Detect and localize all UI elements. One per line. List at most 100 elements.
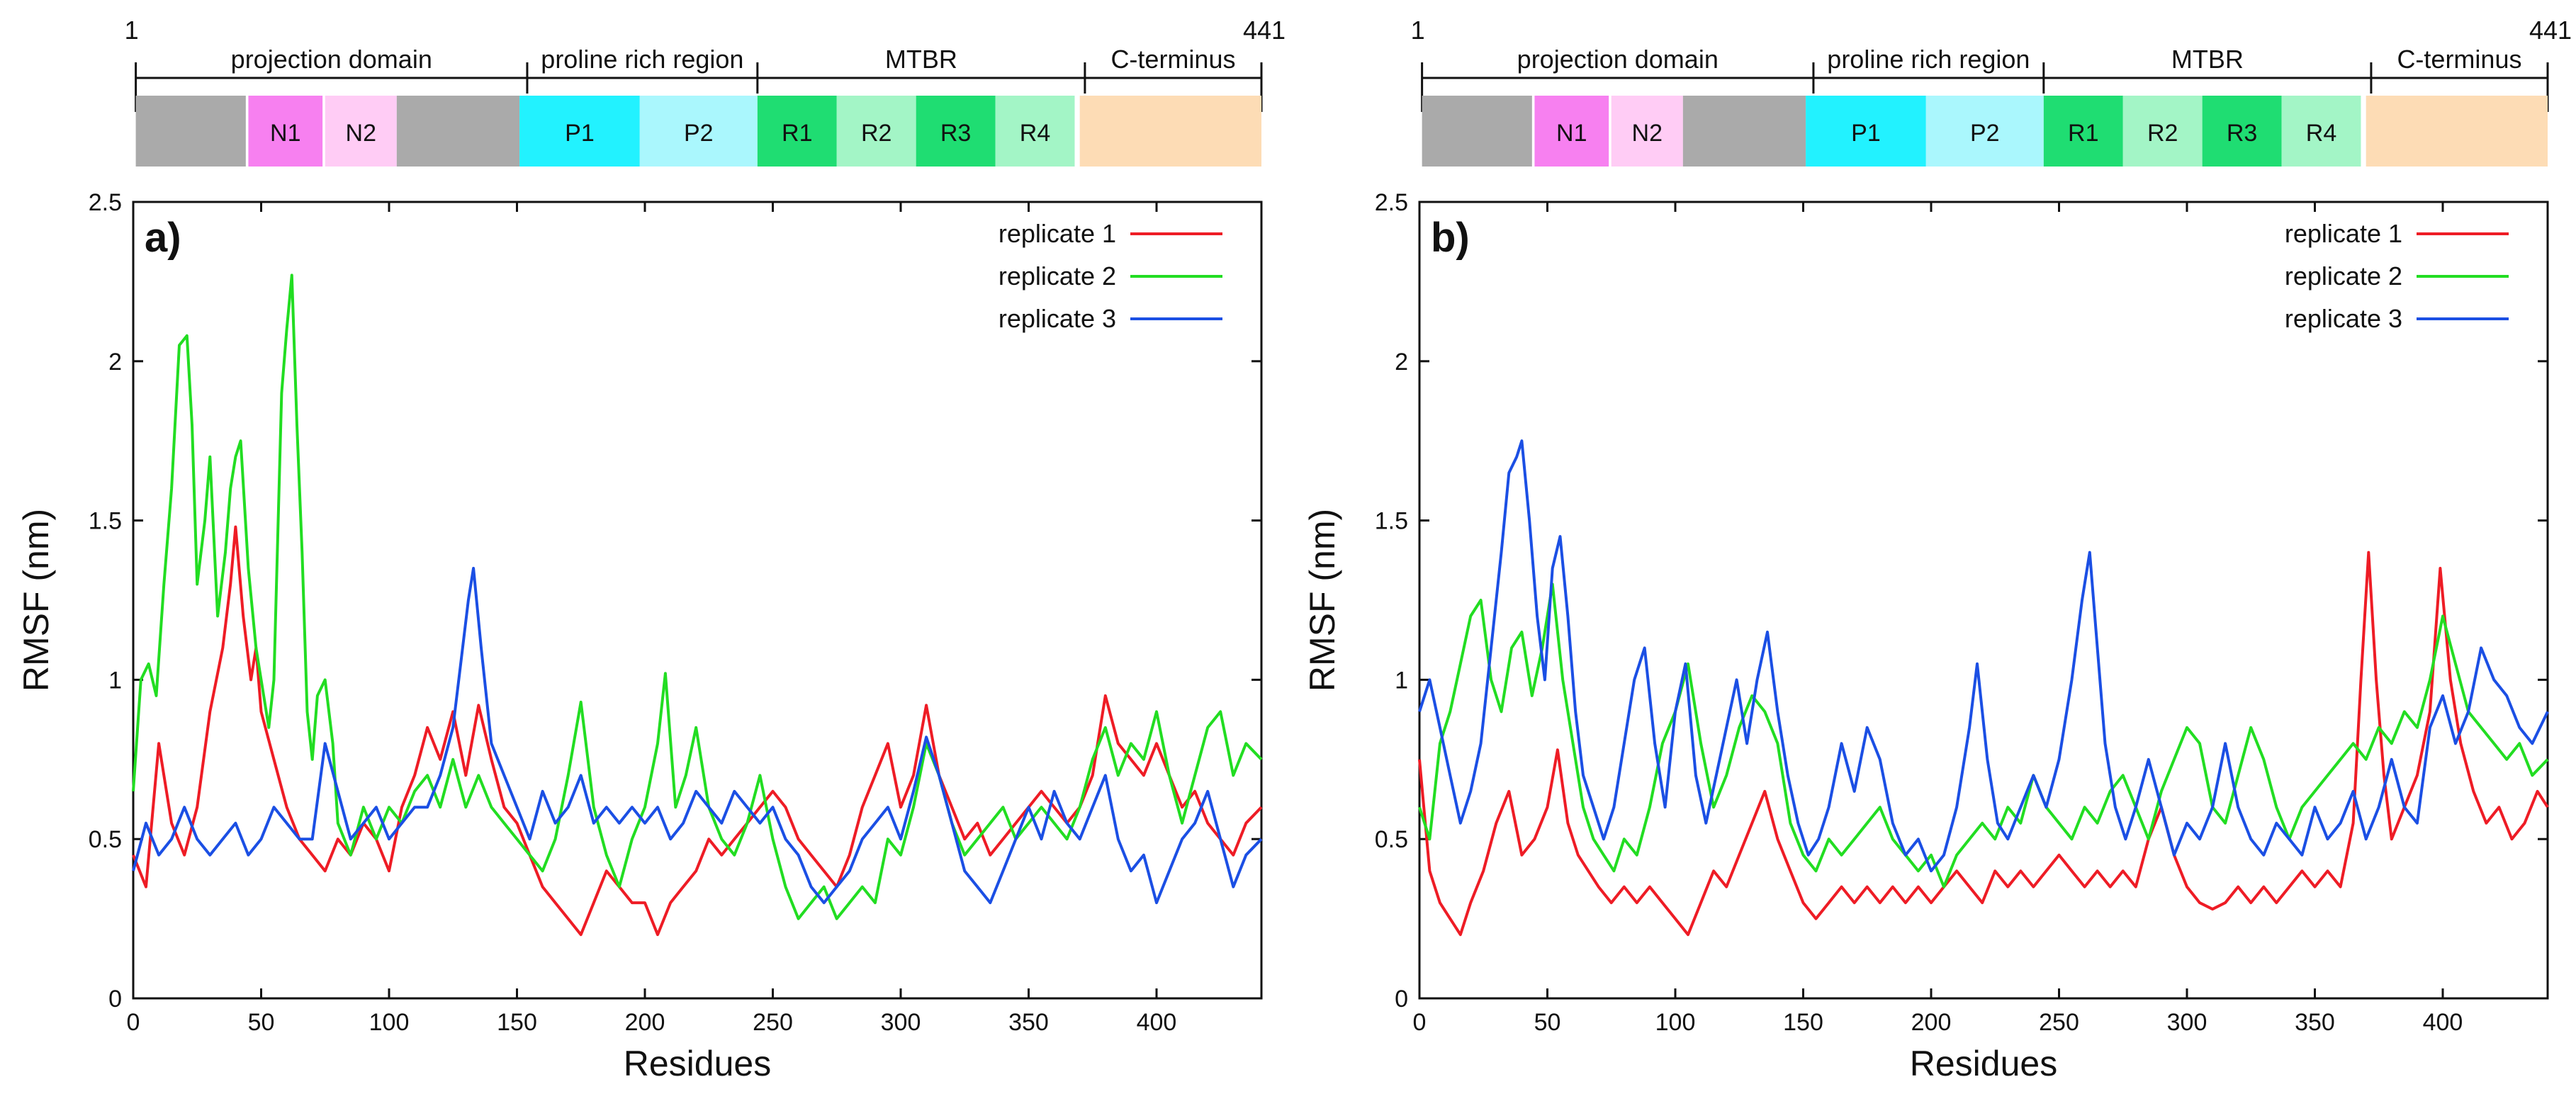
x-tick-label: 300 — [881, 1009, 921, 1036]
series-line-replicate-1 — [1418, 551, 2549, 937]
domain-segment — [2043, 96, 2123, 167]
x-tick-label: 0 — [1413, 1009, 1427, 1036]
domain-segment — [519, 96, 640, 167]
x-tick-label: 100 — [369, 1009, 410, 1036]
y-tick-label: 1 — [108, 667, 122, 694]
legend: replicate 1 replicate 2 replicate 3 — [2285, 219, 2509, 333]
domain-segment-label: P2 — [684, 120, 714, 147]
y-tick-label: 1 — [1395, 667, 1408, 694]
domain-start-label: 1 — [1411, 16, 1425, 45]
y-axis-title: RMSF (nm) — [1303, 509, 1342, 692]
y-tick-label: 1.5 — [89, 508, 122, 535]
plot-frame — [132, 201, 1263, 1000]
domain-segment-label: R2 — [2147, 120, 2178, 147]
legend-label: replicate 3 — [999, 304, 1116, 333]
panel-label: a) — [145, 215, 181, 261]
x-tick-label: 400 — [2423, 1009, 2463, 1036]
x-tick-label: 300 — [2167, 1009, 2207, 1036]
domain-segment — [2122, 96, 2203, 167]
domain-region-label: proline rich region — [1827, 45, 2030, 74]
panel-a: 1 441 projection domain proline rich region… — [16, 16, 1286, 1083]
domain-region-label: MTBR — [885, 45, 957, 74]
y-tick-label: 0.5 — [89, 826, 122, 853]
x-tick-label: 50 — [248, 1009, 275, 1036]
x-axis-title: Residues — [624, 1044, 771, 1083]
domain-segment-label: N1 — [1556, 120, 1587, 147]
y-tick-label: 0 — [108, 986, 122, 1013]
x-tick-label: 250 — [753, 1009, 793, 1036]
x-tick-label: 150 — [1783, 1009, 1823, 1036]
domain-segment — [2202, 96, 2282, 167]
x-tick-label: 200 — [625, 1009, 665, 1036]
domain-segment — [396, 96, 520, 167]
domain-segment — [1534, 96, 1609, 167]
domain-segment — [1079, 96, 1261, 167]
domain-segment-label: N2 — [346, 120, 376, 147]
y-tick-label: 2 — [1395, 349, 1408, 376]
y-tick-label: 0 — [1395, 986, 1408, 1013]
legend-label: replicate 2 — [2285, 261, 2402, 291]
domain-segment-label: R2 — [861, 120, 892, 147]
domain-segment-label: P1 — [1851, 120, 1881, 147]
domain-segment-label: R3 — [2227, 120, 2257, 147]
domain-segment — [248, 96, 323, 167]
x-tick-label: 100 — [1655, 1009, 1696, 1036]
domain-segment-label: R4 — [2306, 120, 2336, 147]
domain-segment — [916, 96, 996, 167]
domain-segment — [135, 96, 246, 167]
y-axis-title: RMSF (nm) — [16, 509, 56, 692]
domain-segment-label: P1 — [565, 120, 595, 147]
domain-end-label: 441 — [1243, 16, 1286, 45]
domain-segment-label: R3 — [940, 120, 971, 147]
domain-segment-label: N1 — [270, 120, 300, 147]
legend-label: replicate 2 — [999, 261, 1116, 291]
x-tick-label: 250 — [2039, 1009, 2079, 1036]
domain-segment-label: R1 — [782, 120, 812, 147]
domain-bar: 1 441 projection domain proline rich region… — [125, 16, 1286, 167]
domain-region-label: projection domain — [1517, 45, 1719, 74]
domain-region-label: C-terminus — [1110, 45, 1235, 74]
domain-segment — [2281, 96, 2361, 167]
domain-segment — [995, 96, 1075, 167]
legend: replicate 1 replicate 2 replicate 3 — [999, 219, 1222, 333]
legend-label: replicate 1 — [999, 219, 1116, 248]
x-tick-label: 400 — [1137, 1009, 1177, 1036]
domain-segment-label: P2 — [1970, 120, 2000, 147]
series-line-replicate-3 — [1418, 439, 2549, 873]
x-tick-label: 50 — [1534, 1009, 1561, 1036]
y-tick-label: 2.5 — [89, 189, 122, 216]
domain-segment — [639, 96, 758, 167]
domain-end-label: 441 — [2529, 16, 2572, 45]
y-tick-label: 2 — [108, 349, 122, 376]
domain-segment — [2366, 96, 2548, 167]
panel-label: b) — [1431, 215, 1470, 261]
domain-region-label: proline rich region — [541, 45, 743, 74]
domain-segment — [1611, 96, 1683, 167]
domain-segment-label: N2 — [1632, 120, 1663, 147]
plot-frame — [1418, 201, 2549, 1000]
panel-b: 1 441 projection domain proline rich region… — [1303, 16, 2572, 1083]
series-line-replicate-2 — [1418, 582, 2549, 889]
x-tick-label: 350 — [1008, 1009, 1049, 1036]
legend-label: replicate 3 — [2285, 304, 2402, 333]
domain-segment-label: R1 — [2068, 120, 2098, 147]
x-axis-title: Residues — [1910, 1044, 2057, 1083]
domain-segment-label: R4 — [1020, 120, 1050, 147]
series-line-replicate-3 — [132, 567, 1263, 905]
domain-segment — [1806, 96, 1926, 167]
x-tick-label: 350 — [2295, 1009, 2335, 1036]
domain-segment — [757, 96, 837, 167]
domain-region-label: MTBR — [2171, 45, 2244, 74]
domain-segment — [836, 96, 916, 167]
domain-segment — [1682, 96, 1806, 167]
legend-label: replicate 1 — [2285, 219, 2402, 248]
domain-bar: 1 441 projection domain proline rich region… — [1411, 16, 2572, 167]
domain-segment — [1422, 96, 1532, 167]
x-tick-label: 0 — [127, 1009, 140, 1036]
domain-segment — [325, 96, 397, 167]
series-line-replicate-2 — [132, 274, 1263, 920]
y-tick-label: 2.5 — [1375, 189, 1408, 216]
domain-segment — [1925, 96, 2044, 167]
y-tick-label: 0.5 — [1375, 826, 1408, 853]
